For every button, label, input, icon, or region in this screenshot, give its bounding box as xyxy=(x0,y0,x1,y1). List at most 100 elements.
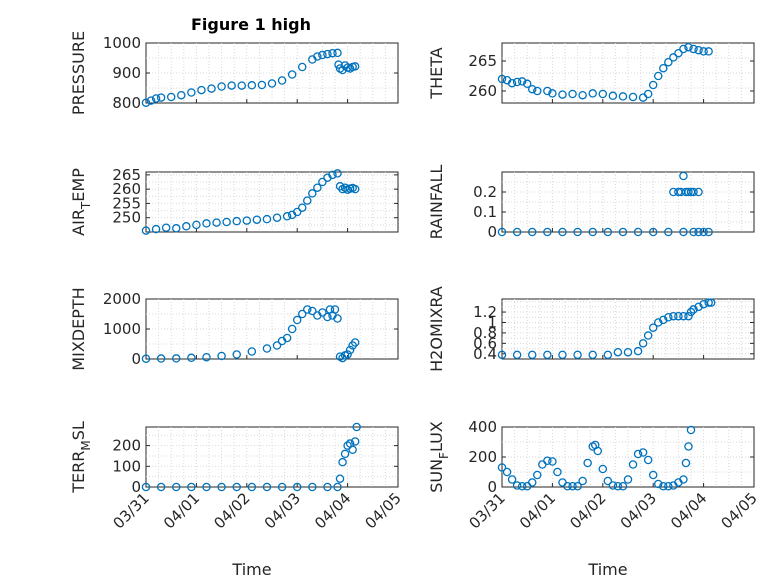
data-point xyxy=(689,44,698,54)
data-point xyxy=(643,455,653,465)
data-point xyxy=(262,214,272,224)
data-point xyxy=(674,48,683,58)
x-tick-label: 04/02 xyxy=(210,489,253,532)
data-point xyxy=(262,344,272,353)
data-point xyxy=(330,305,340,314)
data-point xyxy=(679,44,688,54)
data-point xyxy=(548,457,557,466)
data-point xyxy=(558,227,567,237)
data-point xyxy=(558,350,567,360)
data-point xyxy=(704,47,713,56)
data-point xyxy=(497,227,507,237)
data-point xyxy=(568,89,577,99)
data-point xyxy=(694,45,703,55)
data-point xyxy=(669,311,678,321)
data-point xyxy=(212,218,221,227)
data-point xyxy=(664,481,673,491)
data-point xyxy=(623,475,633,484)
data-point xyxy=(187,88,196,97)
data-point xyxy=(247,482,257,492)
data-point xyxy=(533,86,542,96)
figure-title: Figure 1 high xyxy=(191,15,311,34)
data-point xyxy=(578,90,587,100)
data-point xyxy=(297,203,307,212)
data-point xyxy=(141,482,151,492)
x-tick-label: 04/02 xyxy=(566,489,609,532)
data-point xyxy=(335,474,345,483)
data-point xyxy=(679,227,688,237)
data-point xyxy=(297,309,307,319)
data-point xyxy=(527,478,537,487)
data-point xyxy=(217,351,226,361)
data-point xyxy=(323,482,332,492)
data-point xyxy=(522,79,532,89)
data-point xyxy=(237,81,247,90)
panel-h2omixra: 0.40.60.811.2 H2OMIXRA xyxy=(427,286,755,372)
y-tick-label: 265 xyxy=(468,52,497,70)
data-point xyxy=(527,350,537,360)
data-point xyxy=(318,308,327,317)
data-point xyxy=(684,311,693,321)
y-tick-label: 0.4 xyxy=(473,345,497,363)
data-point xyxy=(686,425,696,435)
data-point xyxy=(527,227,537,237)
data-point xyxy=(659,63,668,73)
data-point xyxy=(352,422,361,432)
data-point xyxy=(350,62,360,71)
data-point xyxy=(603,476,613,486)
data-point xyxy=(699,227,708,237)
y-tick-label: 1.2 xyxy=(473,303,497,321)
data-point xyxy=(257,80,267,90)
y-tick-label: 200 xyxy=(468,448,497,466)
y-axis-label: RAINFALL xyxy=(427,165,446,240)
data-point xyxy=(497,350,507,360)
data-point xyxy=(187,353,196,363)
x-axis-label: Time xyxy=(231,560,271,579)
panel-rainfall: 0 0.1 0.2 RAINFALL xyxy=(427,165,755,241)
data-point xyxy=(686,307,696,317)
data-point xyxy=(272,213,282,222)
data-point xyxy=(232,482,241,492)
y-tick-label: 0.2 xyxy=(473,183,497,201)
data-point xyxy=(217,482,226,492)
data-point xyxy=(350,338,360,347)
data-point xyxy=(643,89,653,99)
y-tick-label: 1000 xyxy=(103,34,141,52)
data-point xyxy=(217,82,226,91)
data-point xyxy=(608,91,618,101)
y-tick-label: 900 xyxy=(112,64,141,82)
data-point xyxy=(694,227,703,237)
data-point xyxy=(277,482,287,492)
data-point xyxy=(207,84,216,93)
y-tick-label: 1000 xyxy=(103,320,141,338)
data-point xyxy=(141,98,151,107)
data-point xyxy=(512,481,522,490)
y-tick-label: 0.6 xyxy=(473,334,497,352)
data-point xyxy=(350,184,360,194)
y-tick-label: 260 xyxy=(112,180,141,198)
data-point xyxy=(573,227,582,237)
data-point xyxy=(653,479,663,489)
y-tick-label: 0.1 xyxy=(473,203,497,221)
data-point xyxy=(333,169,342,178)
x-tick-label: 04/05 xyxy=(362,489,405,532)
y-axis-label: TERRMSL xyxy=(69,421,93,494)
data-point xyxy=(553,467,562,477)
x-tick-label: 04/01 xyxy=(160,489,203,532)
data-point xyxy=(633,449,643,459)
data-point xyxy=(166,92,176,102)
data-point xyxy=(318,50,327,60)
data-point xyxy=(262,482,272,492)
data-point xyxy=(287,324,297,334)
data-point xyxy=(517,481,527,491)
data-point xyxy=(684,42,693,52)
data-point xyxy=(648,80,658,90)
data-point xyxy=(343,441,352,450)
y-tick-label: 0 xyxy=(131,350,141,368)
data-point xyxy=(277,76,287,85)
data-point xyxy=(648,323,658,332)
data-point xyxy=(333,48,342,58)
data-point xyxy=(588,89,597,98)
data-point xyxy=(177,90,186,100)
